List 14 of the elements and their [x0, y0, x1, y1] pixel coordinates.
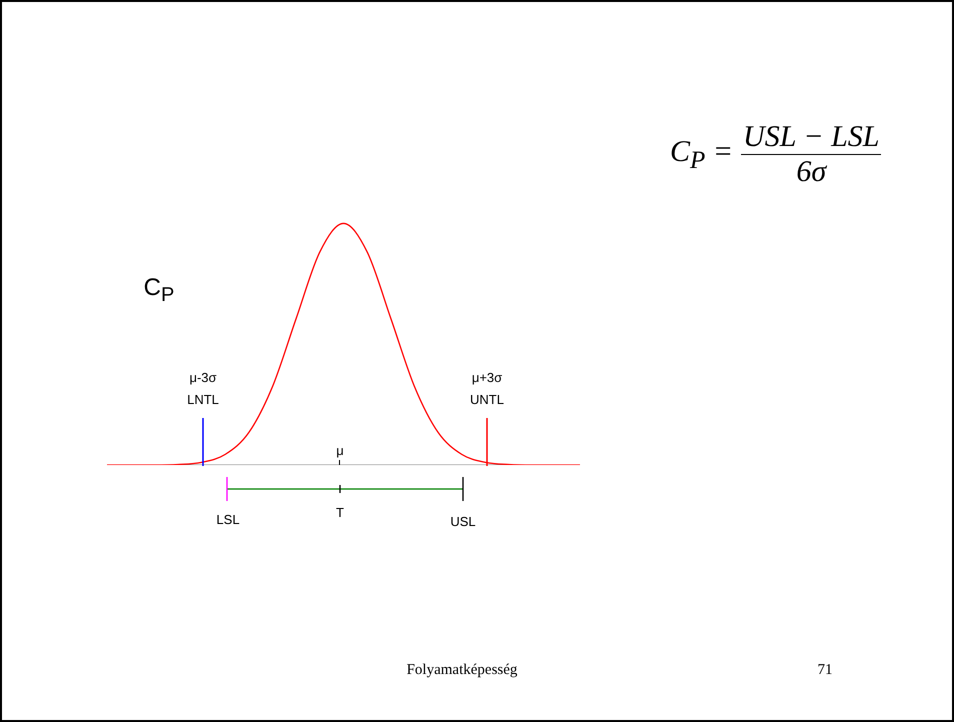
text: C$_{P}$ =: [670, 134, 734, 174]
text: T: [336, 505, 344, 520]
annotation: UNTL: [470, 392, 504, 407]
annotation: μ-3σ: [189, 370, 217, 385]
text: USL − LSL: [741, 120, 882, 155]
annotation: μ: [336, 443, 344, 458]
text: USL: [450, 514, 476, 529]
text: Folyamatképesség: [406, 662, 518, 679]
annotation: C$_{P}$: [144, 274, 174, 307]
text: 6σ: [796, 155, 826, 189]
annotation: LNTL: [187, 392, 219, 407]
annotation: μ+3σ: [472, 370, 502, 385]
text: 71: [818, 662, 832, 679]
text: LSL: [216, 512, 240, 527]
